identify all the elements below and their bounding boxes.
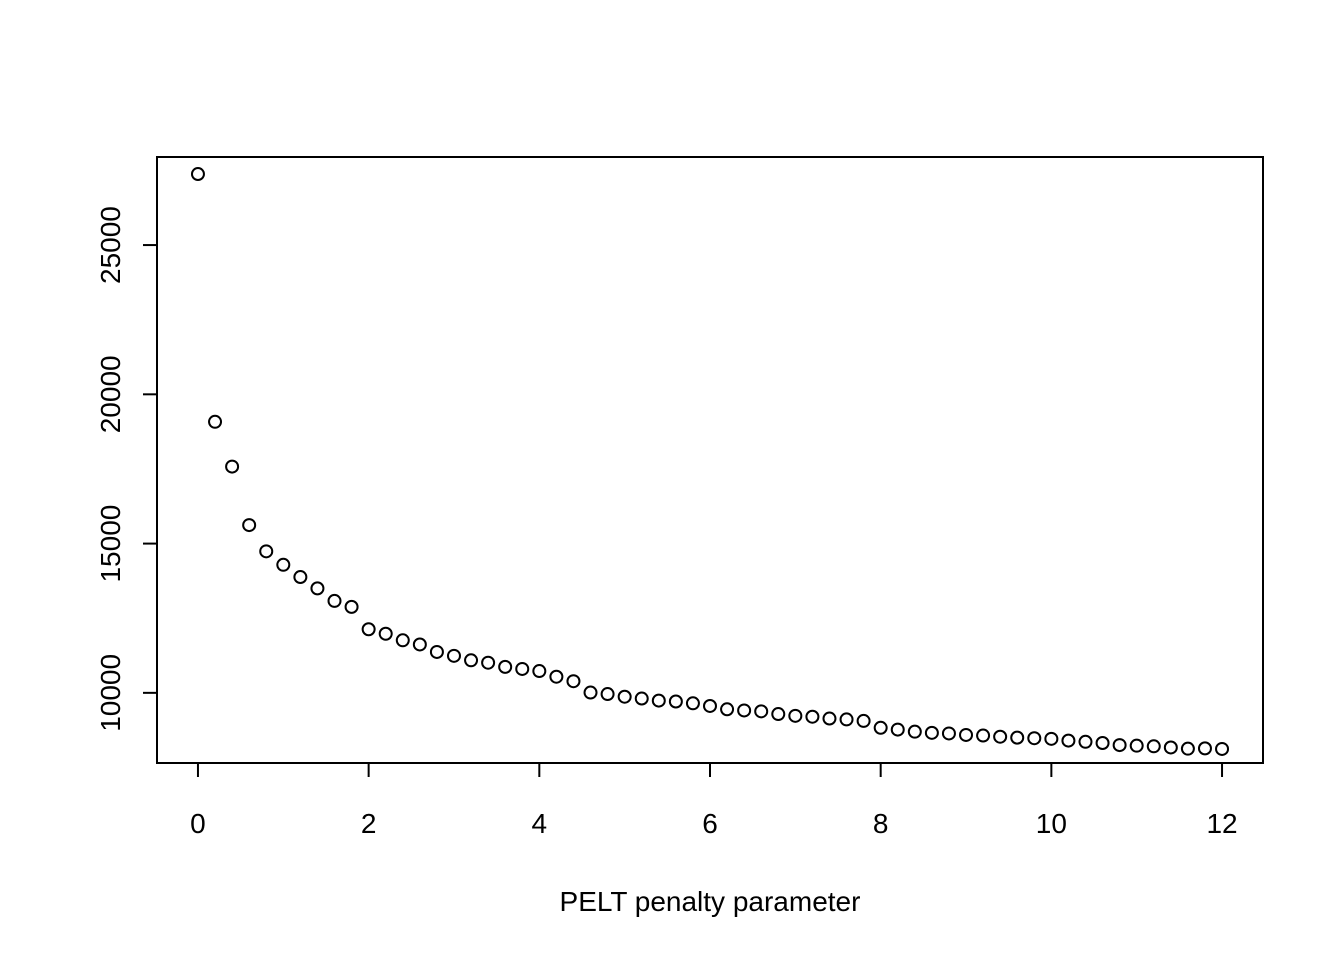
data-point	[1197, 741, 1212, 756]
data-point	[1044, 731, 1059, 746]
data-point	[344, 599, 359, 614]
data-point	[1061, 733, 1076, 748]
data-point	[1129, 738, 1144, 753]
plot-frame	[156, 156, 1264, 764]
data-point	[737, 703, 752, 718]
x-axis: 0 2 4 6 8 10 12	[190, 762, 1238, 839]
data-point	[1027, 731, 1042, 746]
data-point	[515, 661, 530, 676]
data-point	[276, 557, 291, 572]
data-point	[703, 698, 717, 713]
data-point	[1078, 734, 1093, 749]
data-point	[839, 712, 854, 727]
data-point	[754, 704, 769, 719]
data-point	[668, 694, 683, 709]
data-point	[1112, 738, 1127, 753]
data-point	[1215, 741, 1230, 756]
data-point	[856, 713, 871, 728]
y-tick-label: 15000	[95, 505, 126, 583]
data-point	[464, 653, 479, 668]
x-tick-label: 4	[532, 808, 548, 839]
data-point	[959, 727, 974, 742]
y-tick-label: 20000	[95, 355, 126, 433]
data-point	[600, 687, 615, 702]
data-point	[634, 691, 649, 706]
data-point	[498, 659, 513, 674]
x-tick-label: 10	[1036, 808, 1067, 839]
data-point	[412, 637, 427, 652]
data-point	[532, 664, 547, 679]
data-point	[976, 728, 991, 743]
y-tick-label: 10000	[95, 654, 126, 732]
x-tick-label: 6	[702, 808, 718, 839]
data-point	[617, 689, 632, 704]
data-point	[310, 581, 325, 596]
data-point	[993, 729, 1008, 744]
data-point	[429, 644, 444, 659]
data-point	[1146, 739, 1161, 754]
data-point	[327, 593, 342, 608]
data-point	[873, 720, 888, 735]
x-tick-label: 2	[361, 808, 377, 839]
data-point	[566, 674, 581, 689]
data-point	[907, 724, 922, 739]
y-tick-label: 25000	[95, 206, 126, 284]
x-tick-label: 0	[190, 808, 206, 839]
data-point	[242, 518, 257, 533]
data-point	[446, 648, 461, 663]
data-point	[924, 725, 939, 740]
data-point	[651, 693, 666, 708]
data-point	[788, 708, 803, 723]
data-point	[361, 622, 376, 637]
x-tick-label: 12	[1206, 808, 1237, 839]
data-point	[208, 414, 223, 429]
data-point	[805, 709, 820, 724]
data-point	[395, 633, 410, 648]
x-tick-label: 8	[873, 808, 889, 839]
data-point	[771, 707, 786, 722]
data-point	[259, 544, 274, 559]
data-point	[822, 711, 837, 726]
data-point	[190, 167, 205, 182]
data-point	[1010, 730, 1025, 745]
data-point	[293, 570, 308, 585]
data-point	[583, 685, 598, 700]
data-points	[190, 167, 1230, 756]
y-axis: 10000 15000 20000 25000	[95, 206, 158, 732]
data-point	[890, 722, 905, 737]
data-point	[225, 459, 240, 474]
data-point	[378, 626, 393, 641]
data-point	[1095, 735, 1110, 750]
data-point	[549, 669, 564, 684]
data-point	[481, 655, 496, 670]
data-point	[720, 702, 735, 717]
data-point	[941, 726, 956, 741]
data-point	[1180, 741, 1195, 756]
data-point	[1163, 740, 1178, 755]
x-axis-title: PELT penalty parameter	[560, 886, 861, 917]
data-point	[685, 696, 700, 711]
